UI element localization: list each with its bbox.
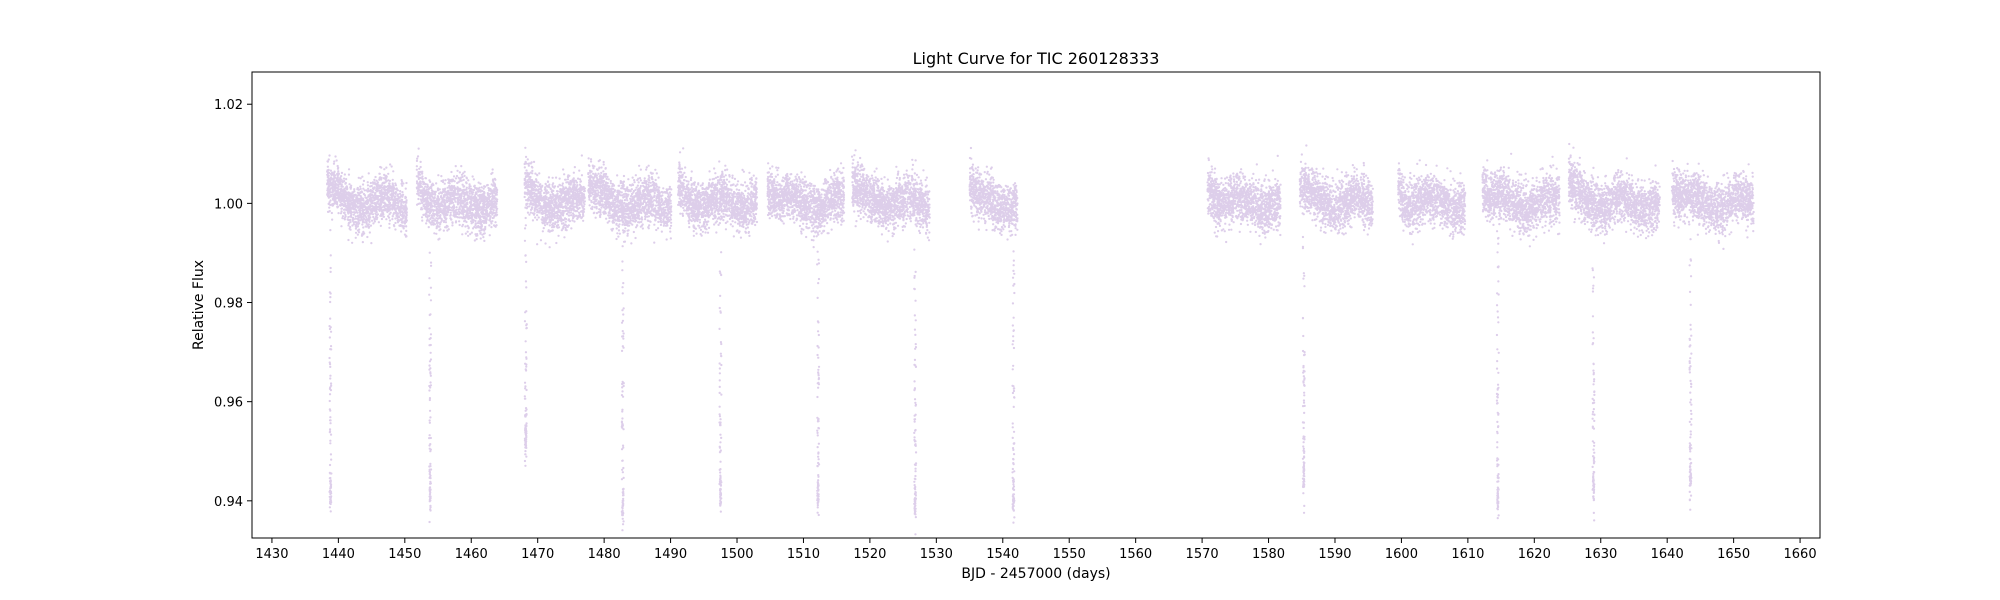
x-tick-label: 1510	[787, 547, 820, 562]
y-tick-label: 1.00	[214, 197, 243, 212]
y-axis-label: Relative Flux	[191, 260, 207, 350]
x-tick-label: 1440	[322, 547, 355, 562]
x-tick-label: 1530	[920, 547, 953, 562]
chart-title: Light Curve for TIC 260128333	[913, 49, 1160, 68]
x-tick-label: 1470	[521, 547, 554, 562]
x-tick-label: 1520	[853, 547, 886, 562]
data-points	[326, 142, 1755, 536]
flux-points	[326, 142, 1755, 536]
x-tick-label: 1450	[388, 547, 421, 562]
x-tick-label: 1590	[1318, 547, 1351, 562]
x-tick-label: 1630	[1584, 547, 1617, 562]
x-tick-label: 1610	[1451, 547, 1484, 562]
x-tick-label: 1480	[588, 547, 621, 562]
x-tick-label: 1540	[986, 547, 1019, 562]
x-tick-label: 1460	[455, 547, 488, 562]
x-axis-label: BJD - 2457000 (days)	[961, 566, 1110, 582]
plot-frame	[251, 71, 1821, 539]
x-tick-label: 1620	[1518, 547, 1551, 562]
x-tick-label: 1500	[720, 547, 753, 562]
x-tick-label: 1430	[255, 547, 288, 562]
x-tick-label: 1650	[1717, 547, 1750, 562]
x-tick-label: 1550	[1053, 547, 1086, 562]
x-tick-label: 1600	[1385, 547, 1418, 562]
x-tick-label: 1490	[654, 547, 687, 562]
y-axis: 0.94 0.96 0.98 1.00 1.02	[214, 98, 252, 510]
x-tick-label: 1580	[1252, 547, 1285, 562]
y-tick-label: 1.02	[214, 98, 243, 113]
x-tick-label: 1560	[1119, 547, 1152, 562]
x-axis: 1430 1440 1450 1460 1470 1480 1490 1500 1510 1520…	[255, 538, 1817, 562]
x-tick-label: 1640	[1651, 547, 1684, 562]
x-tick-label: 1570	[1186, 547, 1219, 562]
y-tick-label: 0.96	[214, 396, 243, 411]
x-tick-label: 1660	[1784, 547, 1817, 562]
y-tick-label: 0.98	[214, 297, 243, 312]
y-tick-label: 0.94	[214, 495, 243, 510]
